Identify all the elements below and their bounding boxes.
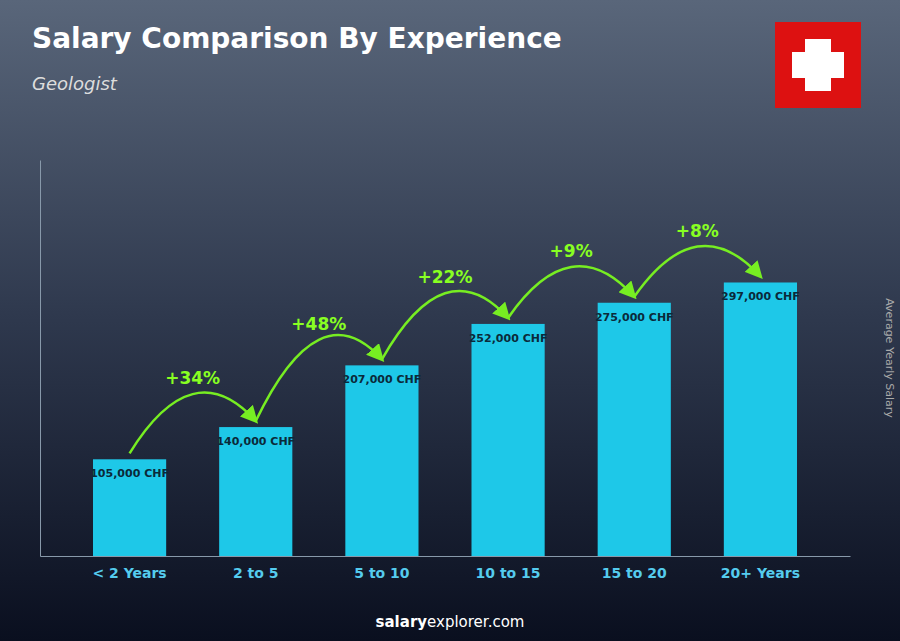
plot: < 2 Years 2 to 5 5 to 10 10 to 15 15 to 20 20… [41,161,851,581]
data-label: 252,000 CHF [469,332,548,345]
x-tick-label: 20+ Years [721,565,800,581]
subtitle: Geologist [32,73,118,94]
background [0,0,900,641]
x-tick: 20+ Years [721,565,800,581]
change-label: +22% [418,267,473,287]
bar [598,303,671,556]
data-label: 275,000 CHF [595,311,674,324]
x-tick: 10 to 15 [476,565,541,581]
x-tick-label: 10 to 15 [476,565,541,581]
change-arrow [382,291,508,359]
x-axis: < 2 Years 2 to 5 5 to 10 10 to 15 15 to 20 20… [41,557,851,581]
y-axis-line [40,161,41,557]
bar [345,365,418,556]
y-label: Average Yearly Salary [883,298,896,418]
x-tick: < 2 Years [92,565,166,581]
change-arrow [256,335,382,421]
bar [724,282,797,556]
change-label: +34% [165,368,220,388]
x-tick: 15 to 20 [602,565,667,581]
bar [471,324,544,556]
x-axis-line [41,556,851,557]
change-label: +9% [550,241,593,261]
change-arrow [634,246,760,297]
x-tick: 2 to 5 [233,565,279,581]
footer: salaryexplorer.com [376,613,525,631]
data-label: 207,000 CHF [343,373,422,386]
x-tick-label: 15 to 20 [602,565,667,581]
x-tick-label: 5 to 10 [354,565,410,581]
data-label: 140,000 CHF [216,435,295,448]
x-tick-label: 2 to 5 [233,565,279,581]
flag-cross [792,52,844,78]
change-arrow [508,266,634,318]
y-axis [40,161,41,557]
data-labels: 105,000 CHF 140,000 CHF 207,000 CHF 252,000… [90,290,800,480]
chart: Salary Comparison By Experience Geologist… [0,0,900,641]
change-label: +48% [291,314,346,334]
change-annotations: +34% +48% +22% +9% +8% [130,221,761,454]
data-label: 105,000 CHF [90,467,169,480]
flag-field [775,22,861,108]
title: Salary Comparison By Experience [32,22,562,55]
x-tick-label: < 2 Years [92,565,166,581]
x-tick: 5 to 10 [354,565,410,581]
change-arrow [130,393,256,454]
data-label: 297,000 CHF [721,290,800,303]
bars [93,282,797,556]
change-label: +8% [676,221,719,241]
footer-part: explorer.com [427,613,524,631]
flag [775,22,861,108]
footer-part: salary [376,613,428,631]
